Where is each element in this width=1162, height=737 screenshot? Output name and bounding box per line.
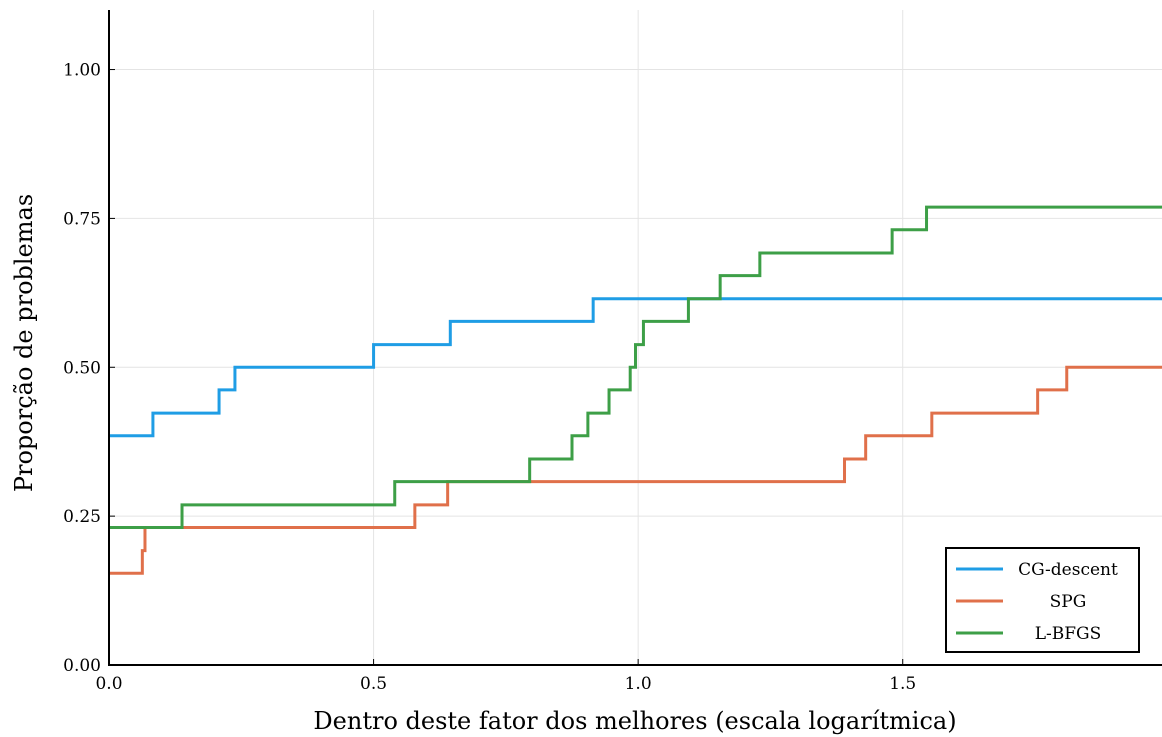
axes	[108, 10, 1162, 666]
y-tick-label: 0.00	[63, 656, 101, 676]
legend-label-2: L-BFGS	[1035, 624, 1102, 644]
y-tick-label: 1.00	[63, 61, 101, 81]
series-line-0	[109, 297, 1162, 438]
y-tick-label: 0.25	[63, 507, 101, 527]
x-tick-label: 1.5	[889, 674, 916, 694]
tick-labels: 0.0 0.5 1.0 1.5 0.00 0.25 0.50 0.75 1.00	[63, 61, 916, 694]
legend-label-1: SPG	[1050, 592, 1087, 612]
legend-label-0: CG-descent	[1018, 560, 1118, 580]
y-tick-label: 0.50	[63, 358, 101, 378]
x-tick-label: 0.0	[95, 674, 122, 694]
x-axis-title: Dentro deste fator dos melhores (escala …	[313, 707, 956, 735]
x-tick-label: 0.5	[360, 674, 387, 694]
series-line-1	[109, 365, 1162, 575]
y-tick-label: 0.75	[63, 209, 101, 229]
series-lines	[109, 205, 1162, 575]
y-axis-title: Proporção de problemas	[10, 194, 38, 492]
legend: CG-descent SPG L-BFGS	[945, 547, 1140, 653]
series-line-2	[109, 205, 1162, 529]
x-tick-label: 1.0	[625, 674, 652, 694]
